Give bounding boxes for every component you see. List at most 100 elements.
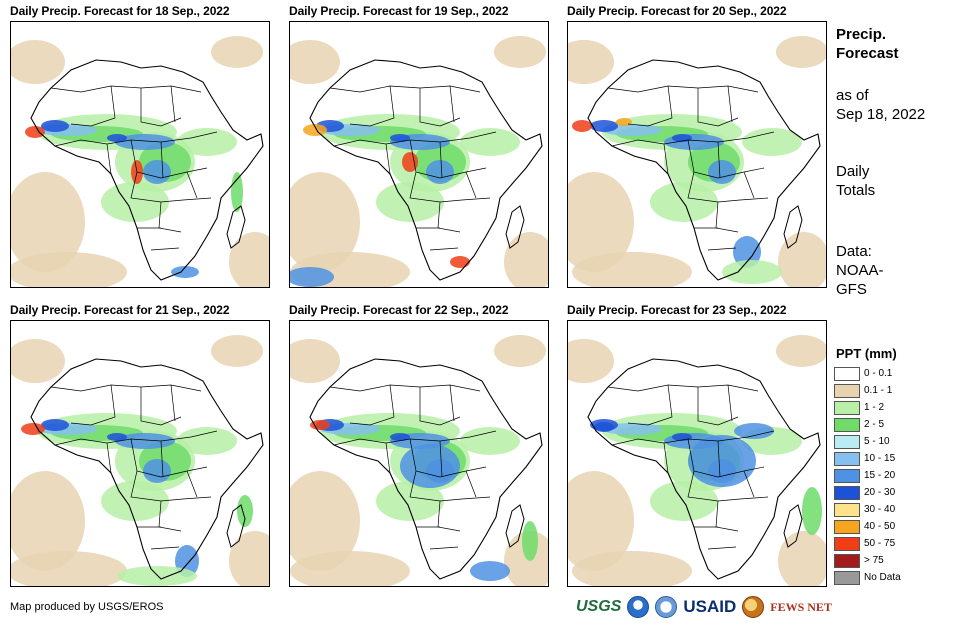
africa-coastline [30,358,264,580]
rain-patch [237,495,253,527]
rain-patch [229,232,269,287]
rain-patch [572,252,692,287]
side-data-line3: GFS [836,281,867,298]
africa-map-svg [290,36,548,287]
country-border [106,442,112,474]
rain-patch [450,256,470,268]
legend-label: 20 - 30 [864,487,896,498]
side-asof-line2: Sep 18, 2022 [836,106,926,123]
rain-patch [21,423,45,435]
precip-map [10,320,270,587]
panel-title: Daily Precip. Forecast for 22 Sep., 2022 [289,303,509,317]
rain-patch [802,487,822,535]
rain-patch [522,521,538,561]
fews-net-logo: FEWS NET [770,599,832,614]
country-border [385,143,391,175]
country-border [697,88,739,127]
rain-patch [733,236,761,268]
country-border [150,546,180,550]
legend-swatch [834,418,860,432]
africa-map-svg [290,335,548,586]
country-border [715,500,739,532]
rain-patch [400,444,460,488]
rain-patch [778,232,826,287]
legend-swatch [834,469,860,483]
panel-title: Daily Precip. Forecast for 19 Sep., 2022 [289,4,509,18]
rain-patch [231,172,243,212]
rain-patch [290,40,340,84]
rain-patch [390,433,410,441]
rain-patch [708,160,736,184]
rain-patch [101,481,169,521]
country-border [687,139,765,179]
rain-patch [460,128,520,156]
map-credit: Map produced by USGS/EROS [10,601,164,613]
side-heading-line2: Forecast [836,45,899,62]
rain-patch [722,260,782,284]
usgs-logo: USGS [576,598,622,615]
rain-patch [650,182,718,222]
country-border [715,201,739,233]
africa-coastline [587,358,821,580]
country-border [106,143,112,175]
country-border [170,384,176,422]
country-border [329,384,481,392]
rain-patch [290,267,334,287]
rain-patch [568,40,614,84]
precip-map [567,21,827,288]
precip-map [567,320,827,587]
legend-swatch [834,452,860,466]
rain-patch [11,172,85,272]
africa-map-svg [568,36,826,287]
legend-swatch [834,435,860,449]
rain-patch [290,172,360,272]
country-border [743,171,755,199]
legend-label: 5 - 10 [864,436,890,447]
rain-patch [590,120,618,132]
country-border [150,247,180,251]
rain-patch [115,134,175,150]
legend-label: 30 - 40 [864,504,896,515]
rain-patch [11,339,65,383]
rain-patch [776,36,826,68]
legend-label: No Data [864,572,901,583]
country-border [663,442,669,474]
country-border [70,384,116,426]
country-border [627,85,673,127]
rain-patch [143,160,171,184]
rain-patch [594,422,614,432]
rain-patch [229,531,269,586]
country-border [160,440,164,478]
legend-label: 10 - 15 [864,453,896,464]
madagascar-outline [505,205,525,249]
africa-map-svg [11,335,269,586]
rain-patch [376,481,444,521]
rain-patch [11,40,65,84]
country-border [607,384,759,392]
legend-swatch [834,486,860,500]
rain-patch [376,182,444,222]
legend-label: 15 - 20 [864,470,896,481]
rain-patch [25,126,45,138]
legend-swatch [834,367,860,381]
rain-patch [310,420,330,430]
side-asof-line1: as of [836,87,869,104]
madagascar-outline [226,205,246,249]
country-border [50,85,202,93]
rain-patch [211,335,263,367]
legend-label: 1 - 2 [864,402,885,413]
rain-patch [290,339,340,383]
africa-map-svg [568,335,826,586]
rain-patch [504,232,548,287]
africa-map-svg [11,36,269,287]
rain-patch [688,435,756,487]
rain-patch [470,561,510,581]
rain-patch [11,252,127,287]
precip-map [10,21,270,288]
country-border [429,247,459,251]
panel-title: Daily Precip. Forecast for 20 Sep., 2022 [567,4,787,18]
madagascar-outline [783,504,803,548]
country-border [170,85,176,123]
legend-label: 40 - 50 [864,521,896,532]
rain-patch [177,427,237,455]
